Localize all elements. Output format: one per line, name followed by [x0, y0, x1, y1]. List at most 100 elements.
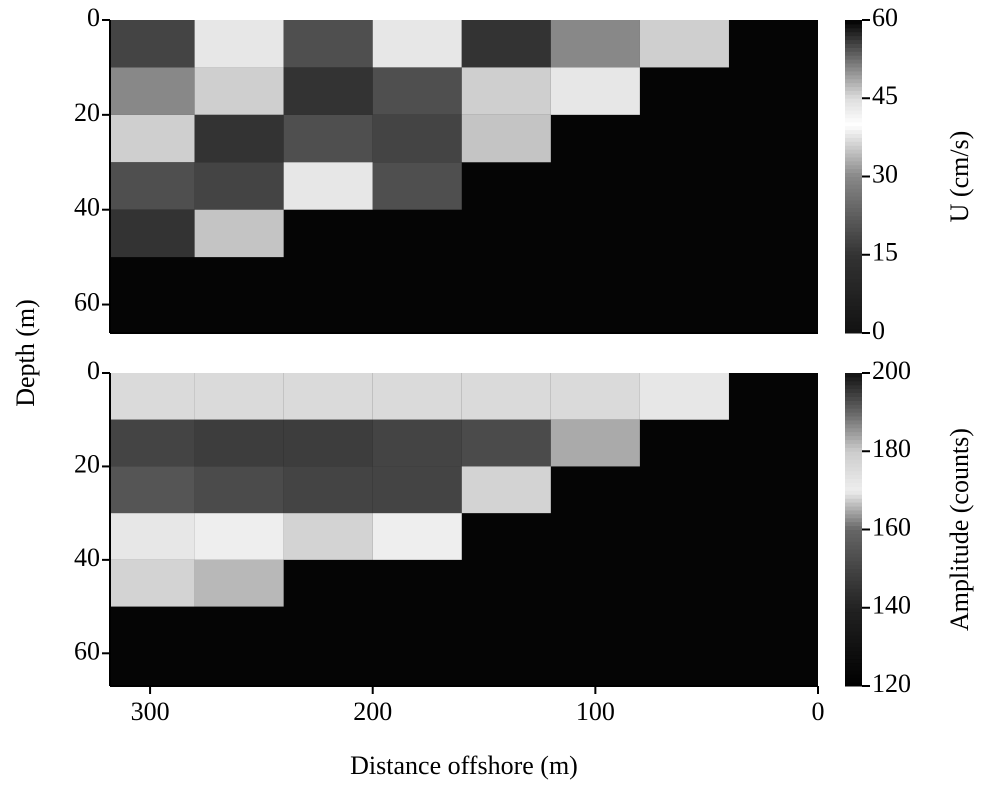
colorbar-segment	[845, 208, 862, 212]
colorbar-segment	[845, 192, 862, 196]
heatmap-cell	[195, 20, 284, 67]
colorbar-segment	[845, 32, 862, 36]
colorbar-segment	[845, 157, 862, 161]
colorbar-segment	[845, 259, 862, 263]
colorbar-segment	[845, 553, 862, 557]
colorbar-tick-label: 15	[872, 238, 898, 267]
colorbar-segment	[845, 424, 862, 428]
colorbar-segment	[845, 447, 862, 451]
colorbar-segment	[845, 604, 862, 608]
colorbar-segment	[845, 137, 862, 141]
heatmap-cell	[640, 20, 729, 67]
colorbar-segment	[845, 266, 862, 270]
colorbar-segment	[845, 239, 862, 243]
heatmap-cell	[106, 67, 195, 114]
colorbar-segment	[845, 141, 862, 145]
colorbar-segment	[845, 20, 862, 24]
colorbar-segment	[845, 133, 862, 137]
colorbar-segment	[845, 408, 862, 412]
heatmap-cell	[106, 210, 195, 257]
colorbar-segment	[845, 36, 862, 40]
heatmap-cell	[106, 115, 195, 162]
colorbar-segment	[845, 90, 862, 94]
colorbar-segment	[845, 557, 862, 561]
heatmap-cell	[284, 466, 373, 513]
colorbar-segment	[845, 455, 862, 459]
colorbar-segment	[845, 471, 862, 475]
colorbar-segment	[845, 420, 862, 424]
colorbar-segment	[845, 321, 862, 325]
colorbar-segment	[845, 389, 862, 393]
colorbar-segment	[845, 169, 862, 173]
colorbar-segment	[845, 286, 862, 290]
colorbar-segment	[845, 180, 862, 184]
colorbar-segment	[845, 24, 862, 28]
heatmap-cell	[462, 373, 551, 420]
heatmap-cell	[106, 20, 195, 67]
colorbar-segment	[845, 619, 862, 623]
colorbar-tick-label: 140	[872, 591, 911, 620]
colorbar-segment	[845, 63, 862, 67]
colorbar-segment	[845, 306, 862, 310]
colorbar-segment	[845, 635, 862, 639]
colorbar-segment	[845, 592, 862, 596]
colorbar-segment	[845, 502, 862, 506]
colorbar-segment	[845, 549, 862, 553]
colorbar-segment	[845, 404, 862, 408]
colorbar-segment	[845, 227, 862, 231]
heatmap-cell	[373, 115, 462, 162]
colorbar-segment	[845, 475, 862, 479]
colorbar-segment	[845, 231, 862, 235]
colorbar-segment	[845, 247, 862, 251]
colorbar-tick-label: 45	[872, 81, 898, 110]
colorbar-segment	[845, 569, 862, 573]
heatmap-cell	[551, 373, 640, 420]
heatmap-cell	[284, 513, 373, 560]
colorbar-segment	[845, 631, 862, 635]
colorbar-segment	[845, 377, 862, 381]
heatmap-cell	[284, 115, 373, 162]
y-tick-label: 0	[87, 356, 100, 385]
colorbar-segment	[845, 165, 862, 169]
y-tick-label: 40	[74, 543, 100, 572]
heatmap-cell	[462, 20, 551, 67]
heatmap-cell	[373, 373, 462, 420]
colorbar-segment	[845, 40, 862, 44]
heatmap-cell	[195, 560, 284, 607]
colorbar-segment	[845, 270, 862, 274]
y-tick-label: 20	[74, 449, 100, 478]
colorbar-segment	[845, 651, 862, 655]
x-tick-label: 300	[131, 697, 170, 726]
heatmap-cell	[195, 466, 284, 513]
colorbar-segment	[845, 486, 862, 490]
colorbar-tick-label: 30	[872, 159, 898, 188]
heatmap-cell	[551, 67, 640, 114]
colorbar-tick-label: 60	[872, 3, 898, 32]
colorbar-segment	[845, 173, 862, 177]
heatmap-cell	[106, 420, 195, 467]
colorbar-segment	[845, 659, 862, 663]
colorbar-segment	[845, 130, 862, 134]
heatmap-cell	[373, 162, 462, 209]
heatmap-cell	[284, 67, 373, 114]
colorbar-segment	[845, 616, 862, 620]
x-tick-label: 200	[353, 697, 392, 726]
colorbar-segment	[845, 98, 862, 102]
colorbar-tick-label: 200	[872, 356, 911, 385]
colorbar-segment	[845, 643, 862, 647]
heatmap-cell	[373, 20, 462, 67]
colorbar-segment	[845, 126, 862, 130]
x-tick-label: 100	[576, 697, 615, 726]
y-tick-label: 60	[74, 636, 100, 665]
colorbar-segment	[845, 545, 862, 549]
colorbar-segment	[845, 666, 862, 670]
colorbar-segment	[845, 467, 862, 471]
colorbar-label: Amplitude (counts)	[945, 428, 974, 631]
colorbar-segment	[845, 440, 862, 444]
heatmap-cell	[106, 373, 195, 420]
heatmap-cell	[373, 466, 462, 513]
heatmap-cell	[195, 373, 284, 420]
colorbar-segment	[845, 325, 862, 329]
colorbar-segment	[845, 83, 862, 87]
